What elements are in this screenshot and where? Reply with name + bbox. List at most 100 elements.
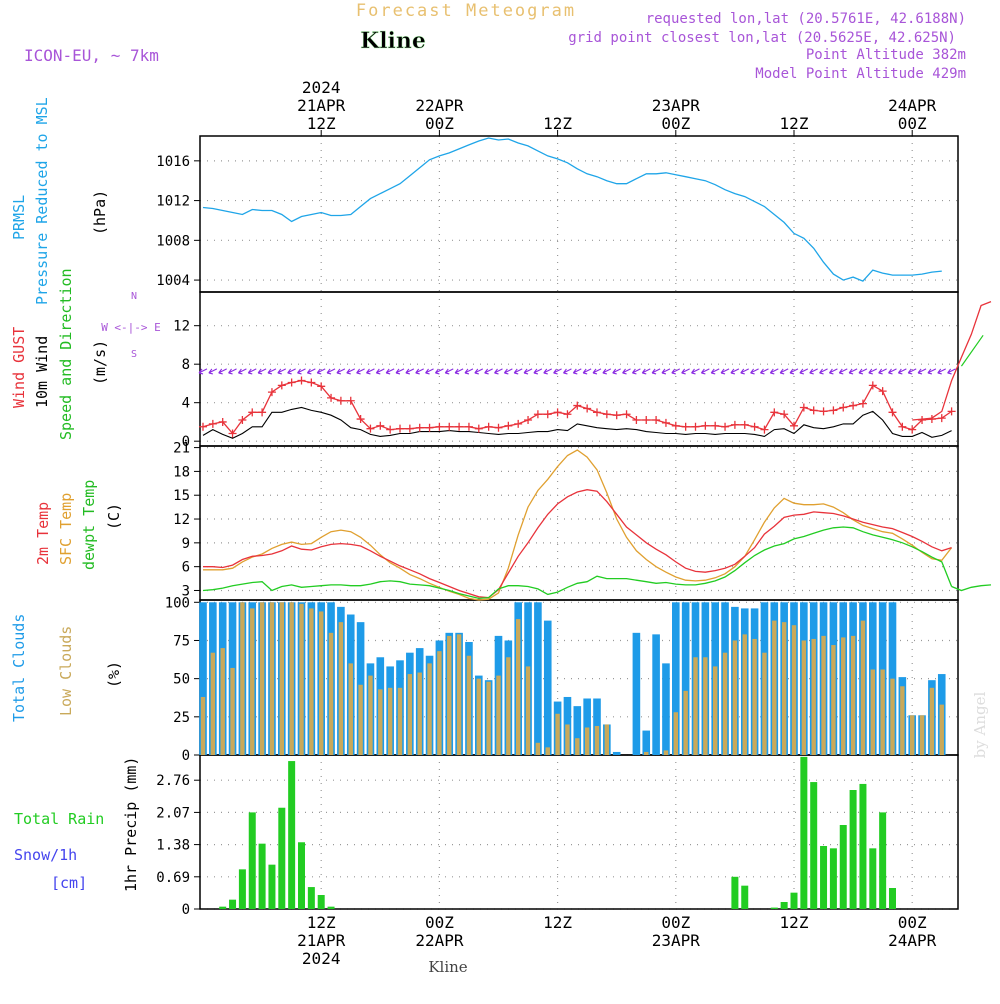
gust-marker bbox=[642, 416, 651, 425]
low-cloud-bar bbox=[594, 725, 600, 755]
low-cloud-bar bbox=[309, 608, 314, 755]
dewpt-label: dewpt Temp bbox=[80, 480, 98, 570]
time-label-top: 12Z bbox=[780, 114, 809, 133]
time-label-top: 21APR bbox=[297, 96, 346, 115]
wind-direction-arrow bbox=[494, 368, 503, 375]
wind-direction-arrow bbox=[247, 368, 257, 375]
wind-direction-arrow bbox=[434, 368, 444, 375]
time-label-bottom: 21APR bbox=[297, 931, 346, 950]
wind-direction-arrow bbox=[277, 368, 287, 375]
time-label-bottom: 2024 bbox=[302, 949, 341, 968]
low-cloud-bar bbox=[417, 672, 422, 755]
gust-marker bbox=[858, 399, 867, 408]
model-altitude: Model Point Altitude 429m bbox=[755, 66, 966, 82]
rain-bar bbox=[229, 899, 237, 909]
time-label-top: 12Z bbox=[543, 114, 572, 133]
time-label-bottom: 23APR bbox=[652, 931, 701, 950]
wind-direction-arrow bbox=[858, 368, 868, 375]
wind-direction-arrow bbox=[316, 368, 326, 375]
wind-direction-arrow bbox=[366, 368, 375, 375]
low-cloud-bar bbox=[722, 652, 728, 755]
low-cloud-bar bbox=[772, 620, 777, 755]
gust-marker bbox=[455, 422, 464, 431]
gust-marker bbox=[809, 406, 818, 415]
low-cloud-bar bbox=[516, 619, 521, 755]
total-cloud-bar bbox=[573, 706, 582, 755]
gust-marker bbox=[327, 393, 336, 402]
wind-direction-arrow bbox=[385, 368, 395, 375]
gust-marker bbox=[790, 421, 798, 430]
gust-marker bbox=[691, 422, 700, 431]
time-label-top: 00Z bbox=[425, 114, 454, 133]
low-cloud-bar bbox=[791, 625, 797, 755]
low-cloud-bar bbox=[713, 666, 718, 755]
time-label-top: 22APR bbox=[415, 96, 464, 115]
gust-marker bbox=[336, 396, 345, 405]
low-cloud-bar bbox=[368, 675, 373, 755]
low-cloud-bar bbox=[762, 652, 767, 755]
low-cloud-bar bbox=[683, 690, 688, 755]
point-altitude: Point Altitude 382m bbox=[806, 47, 966, 63]
location-title: Kline bbox=[360, 28, 426, 54]
gust-marker bbox=[927, 415, 936, 424]
gust-marker bbox=[701, 421, 710, 430]
y-tick-label: 3 bbox=[182, 583, 190, 599]
y-tick-label: 1016 bbox=[156, 154, 190, 170]
wind-direction-arrow bbox=[937, 368, 946, 375]
time-label-bottom: 24APR bbox=[888, 931, 937, 950]
wind-direction-arrow bbox=[336, 368, 346, 375]
precip-labels: Total Rain Snow/1h [cm] 1hr Precip (mm) bbox=[14, 757, 140, 892]
time-label-top: 23APR bbox=[652, 96, 701, 115]
gust-marker bbox=[721, 422, 730, 431]
wind-direction-arrow bbox=[809, 368, 818, 375]
low-cloud-bar bbox=[535, 742, 541, 755]
low-cloud-bar bbox=[358, 684, 363, 755]
gust-marker bbox=[553, 408, 562, 417]
requested-coords: requested lon,lat (20.5761E, 42.6188N) bbox=[646, 11, 966, 27]
pressure-msl-label: Pressure Reduced to MSL bbox=[33, 97, 51, 305]
low-cloud-bar bbox=[387, 687, 393, 755]
wind-direction-arrow bbox=[375, 368, 385, 375]
wind-labels: Wind GUST 10m Wind Speed and Direction (… bbox=[10, 268, 161, 440]
low-clouds-label: Low Clouds bbox=[57, 626, 75, 716]
low-cloud-bar bbox=[545, 747, 550, 755]
wind-direction-arrow bbox=[523, 368, 533, 375]
low-cloud-bar bbox=[752, 638, 757, 755]
gust-marker bbox=[799, 403, 808, 412]
time-label-bottom: 00Z bbox=[661, 913, 690, 932]
wind-direction-tail bbox=[960, 334, 984, 367]
wind-direction-arrow bbox=[228, 368, 237, 375]
y-tick-label: 12 bbox=[173, 319, 190, 335]
wind-direction-arrow bbox=[868, 368, 878, 375]
compass-n: N bbox=[131, 291, 137, 302]
snow-unit-label: [cm] bbox=[51, 874, 87, 892]
rain-bar bbox=[859, 783, 867, 909]
total-cloud-bar bbox=[672, 602, 680, 755]
wind-direction-arrow bbox=[720, 368, 730, 375]
gust-marker bbox=[632, 416, 641, 425]
gust-marker bbox=[898, 422, 907, 431]
compass-we: W <-|-> E bbox=[101, 321, 161, 334]
wind-direction-arrow bbox=[326, 368, 336, 375]
wind-direction-arrow bbox=[198, 368, 208, 375]
time-label-top: 00Z bbox=[661, 114, 690, 133]
low-cloud-bar bbox=[250, 608, 255, 755]
low-cloud-bar bbox=[910, 715, 915, 755]
wind-direction-arrow bbox=[474, 368, 484, 375]
rain-bar bbox=[248, 812, 256, 909]
gust-marker bbox=[819, 407, 828, 416]
rain-bar bbox=[770, 907, 778, 909]
low-cloud-bar bbox=[427, 663, 432, 755]
y-tick-label: 0 bbox=[182, 434, 190, 450]
y-tick-label: 50 bbox=[173, 672, 190, 688]
gust-marker bbox=[317, 382, 326, 391]
wind-direction-arrow bbox=[760, 368, 769, 375]
wind-direction-arrow bbox=[464, 368, 474, 375]
wind-direction-arrow bbox=[641, 368, 651, 375]
wind-direction-arrow bbox=[710, 368, 720, 375]
product-title: Forecast Meteogram bbox=[356, 1, 576, 21]
time-label-bottom: 00Z bbox=[898, 913, 927, 932]
gust-marker bbox=[780, 410, 789, 419]
